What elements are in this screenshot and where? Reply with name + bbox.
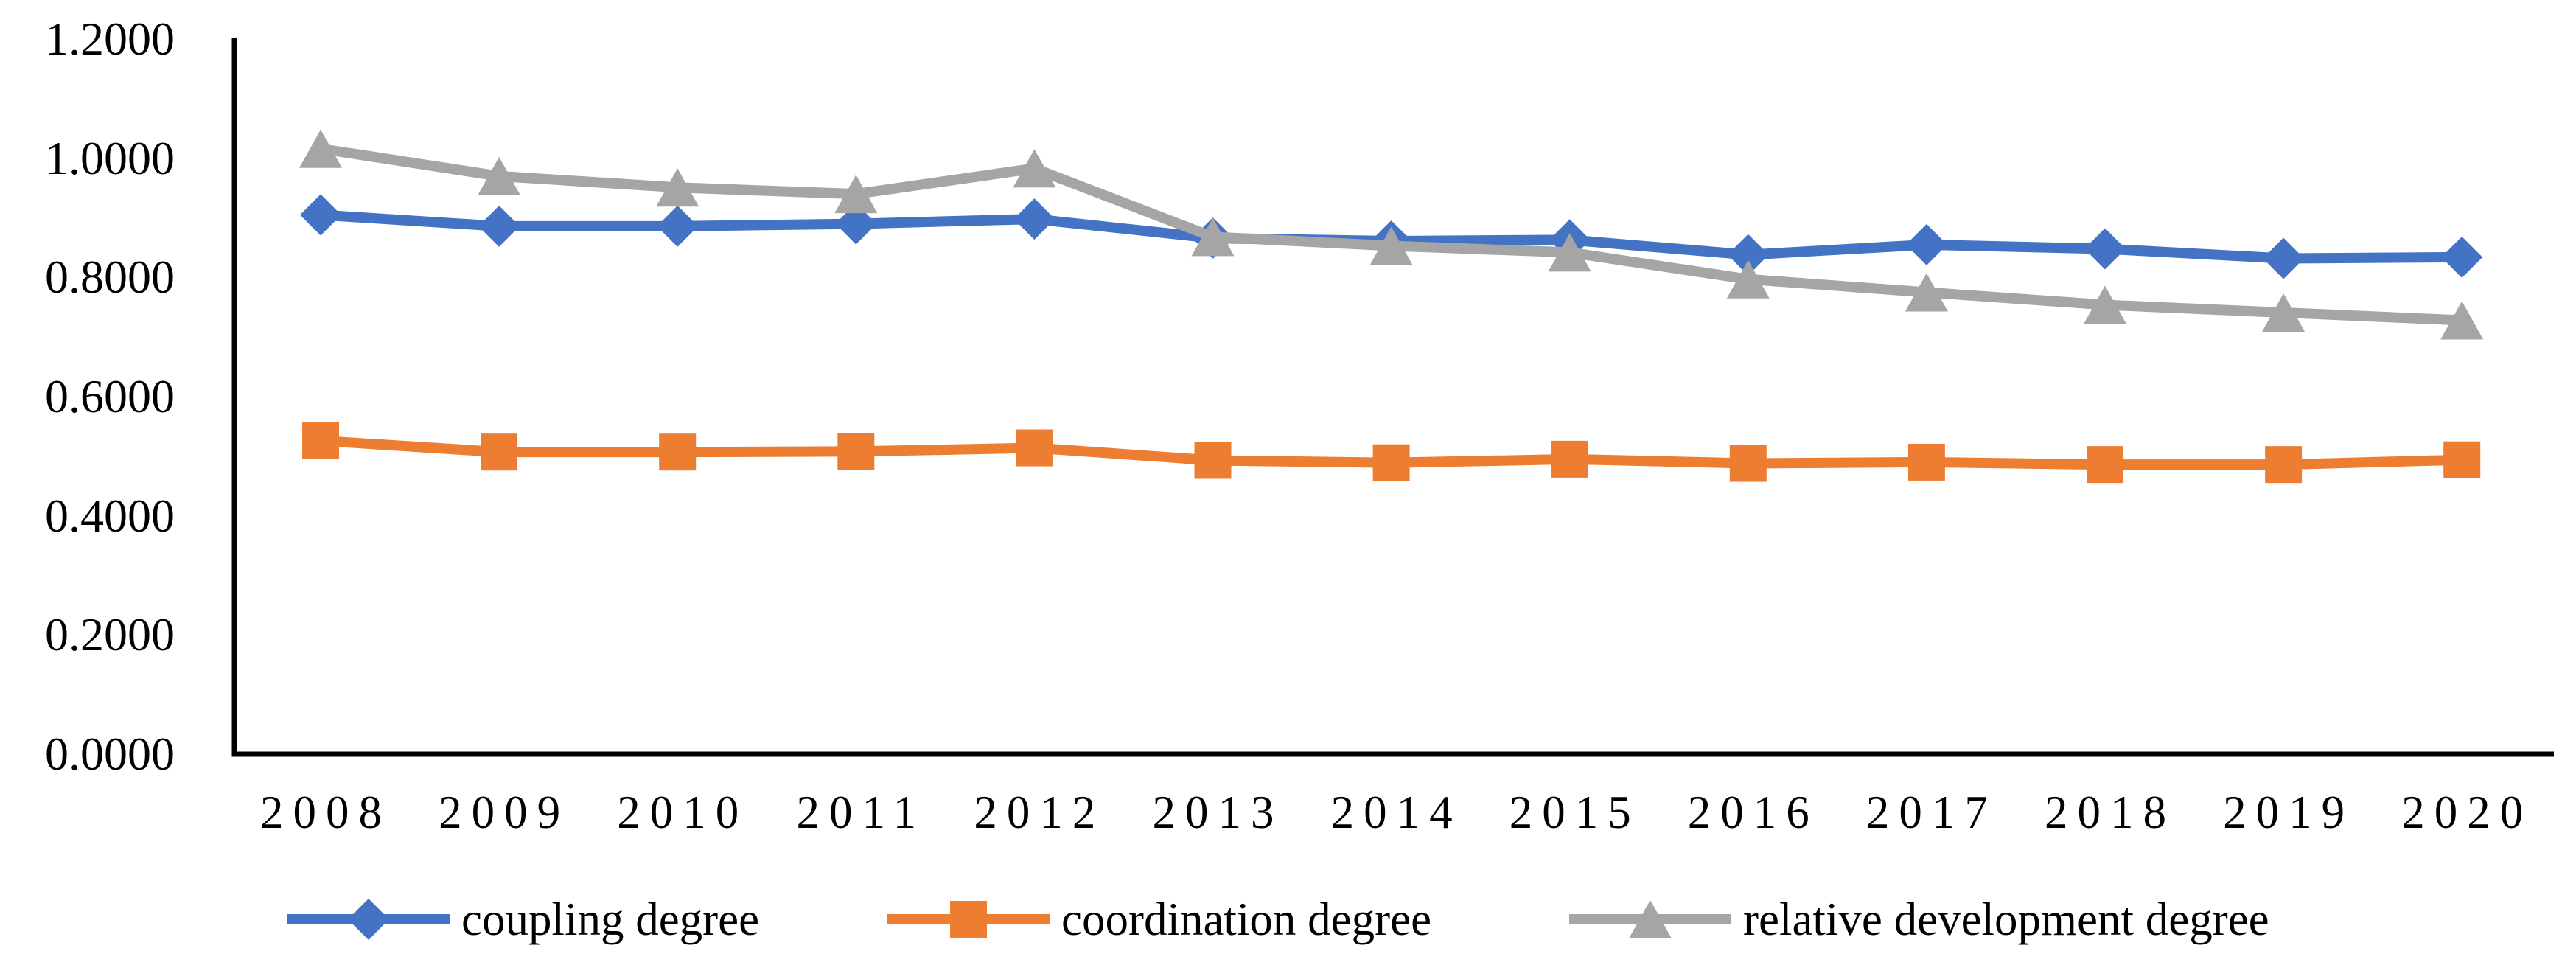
- data-point-coordination-degree-2009: [481, 433, 518, 471]
- data-point-coupling-degree-2020: [2441, 236, 2483, 278]
- x-tick-label: 2018: [2045, 787, 2176, 838]
- data-point-coordination-degree-2011: [837, 433, 875, 470]
- data-point-coupling-degree-2012: [1013, 198, 1055, 240]
- x-tick-label: 2019: [2223, 787, 2355, 838]
- data-point-relative-development-degree-2009: [478, 156, 521, 195]
- data-point-relative-development-degree-2020: [2440, 301, 2484, 340]
- data-point-coordination-degree-2014: [1372, 444, 1410, 481]
- x-tick-label: 2016: [1687, 787, 1819, 838]
- y-tick-label: 0.0000: [45, 728, 175, 780]
- chart-legend: coupling degree coordination degree rela…: [0, 888, 2576, 955]
- data-point-coupling-degree-2011: [835, 203, 877, 245]
- axis-lines: [231, 38, 2554, 757]
- y-tick-label: 0.8000: [45, 251, 175, 304]
- legend-item-coupling-degree: coupling degree: [286, 888, 759, 950]
- x-tick-label: 2011: [796, 787, 926, 838]
- coupling-degree-line-marker-icon: [287, 899, 450, 940]
- data-point-relative-development-degree-2018: [2084, 285, 2126, 324]
- legend-marker-shape: [348, 899, 389, 940]
- data-point-coordination-degree-2013: [1194, 442, 1232, 479]
- data-point-coordination-degree-2019: [2265, 446, 2303, 484]
- relative-development-degree-line-marker-icon: [1569, 900, 1731, 938]
- x-tick-label: 2015: [1509, 787, 1641, 838]
- x-tick-label: 2020: [2401, 787, 2533, 838]
- x-tick-label: 2009: [439, 787, 570, 838]
- data-point-coordination-degree-2015: [1551, 440, 1588, 478]
- x-tick-label: 2017: [1865, 787, 1997, 838]
- data-point-coordination-degree-2017: [1907, 443, 1945, 481]
- data-point-relative-development-degree-2013: [1191, 217, 1235, 257]
- data-point-coordination-degree-2020: [2443, 441, 2481, 478]
- legend-label: relative development degree: [1743, 893, 2269, 945]
- data-point-coordination-degree-2018: [2087, 446, 2123, 484]
- data-point-coupling-degree-2016: [1727, 234, 1769, 276]
- x-tick-label: 2012: [974, 787, 1106, 838]
- data-point-relative-development-degree-2017: [1905, 273, 1948, 312]
- y-tick-label: 1.2000: [45, 13, 175, 65]
- y-tick-label: 1.0000: [45, 131, 175, 184]
- data-point-coupling-degree-2018: [2084, 228, 2126, 270]
- data-point-relative-development-degree-2016: [1726, 259, 1770, 299]
- data-point-relative-development-degree-2011: [834, 175, 878, 214]
- data-point-coupling-degree-2019: [2263, 237, 2305, 279]
- legend-label: coordination degree: [1061, 893, 1432, 945]
- data-point-coupling-degree-2010: [657, 205, 699, 247]
- legend-item-relative-development-degree: relative development degree: [1568, 888, 2269, 950]
- data-point-relative-development-degree-2008: [299, 129, 342, 168]
- data-point-relative-development-degree-2014: [1369, 226, 1413, 265]
- data-point-coordination-degree-2010: [659, 433, 697, 471]
- data-point-coupling-degree-2017: [1905, 223, 1947, 265]
- data-point-relative-development-degree-2019: [2262, 293, 2306, 332]
- data-point-relative-development-degree-2015: [1548, 233, 1591, 272]
- data-point-coordination-degree-2008: [302, 422, 339, 459]
- data-point-coordination-degree-2016: [1729, 445, 1767, 482]
- legend-marker-shape: [950, 901, 987, 938]
- data-point-coupling-degree-2008: [300, 194, 341, 236]
- y-tick-label: 0.4000: [45, 489, 175, 542]
- x-tick-label: 2014: [1330, 787, 1462, 838]
- data-point-coupling-degree-2009: [478, 205, 520, 247]
- coordination-degree-line-marker-icon: [887, 901, 1050, 938]
- legend-marker-shape: [1629, 900, 1672, 938]
- data-point-coordination-degree-2012: [1016, 429, 1053, 467]
- legend-label: coupling degree: [461, 893, 760, 945]
- legend-item-coordination-degree: coordination degree: [886, 888, 1431, 950]
- x-tick-label: 2013: [1152, 787, 1284, 838]
- y-tick-label: 0.2000: [45, 608, 175, 661]
- data-point-relative-development-degree-2012: [1013, 149, 1056, 188]
- y-tick-label: 0.6000: [45, 370, 175, 422]
- data-point-relative-development-degree-2010: [656, 168, 699, 207]
- x-tick-label: 2008: [260, 787, 391, 838]
- x-tick-label: 2010: [617, 787, 749, 838]
